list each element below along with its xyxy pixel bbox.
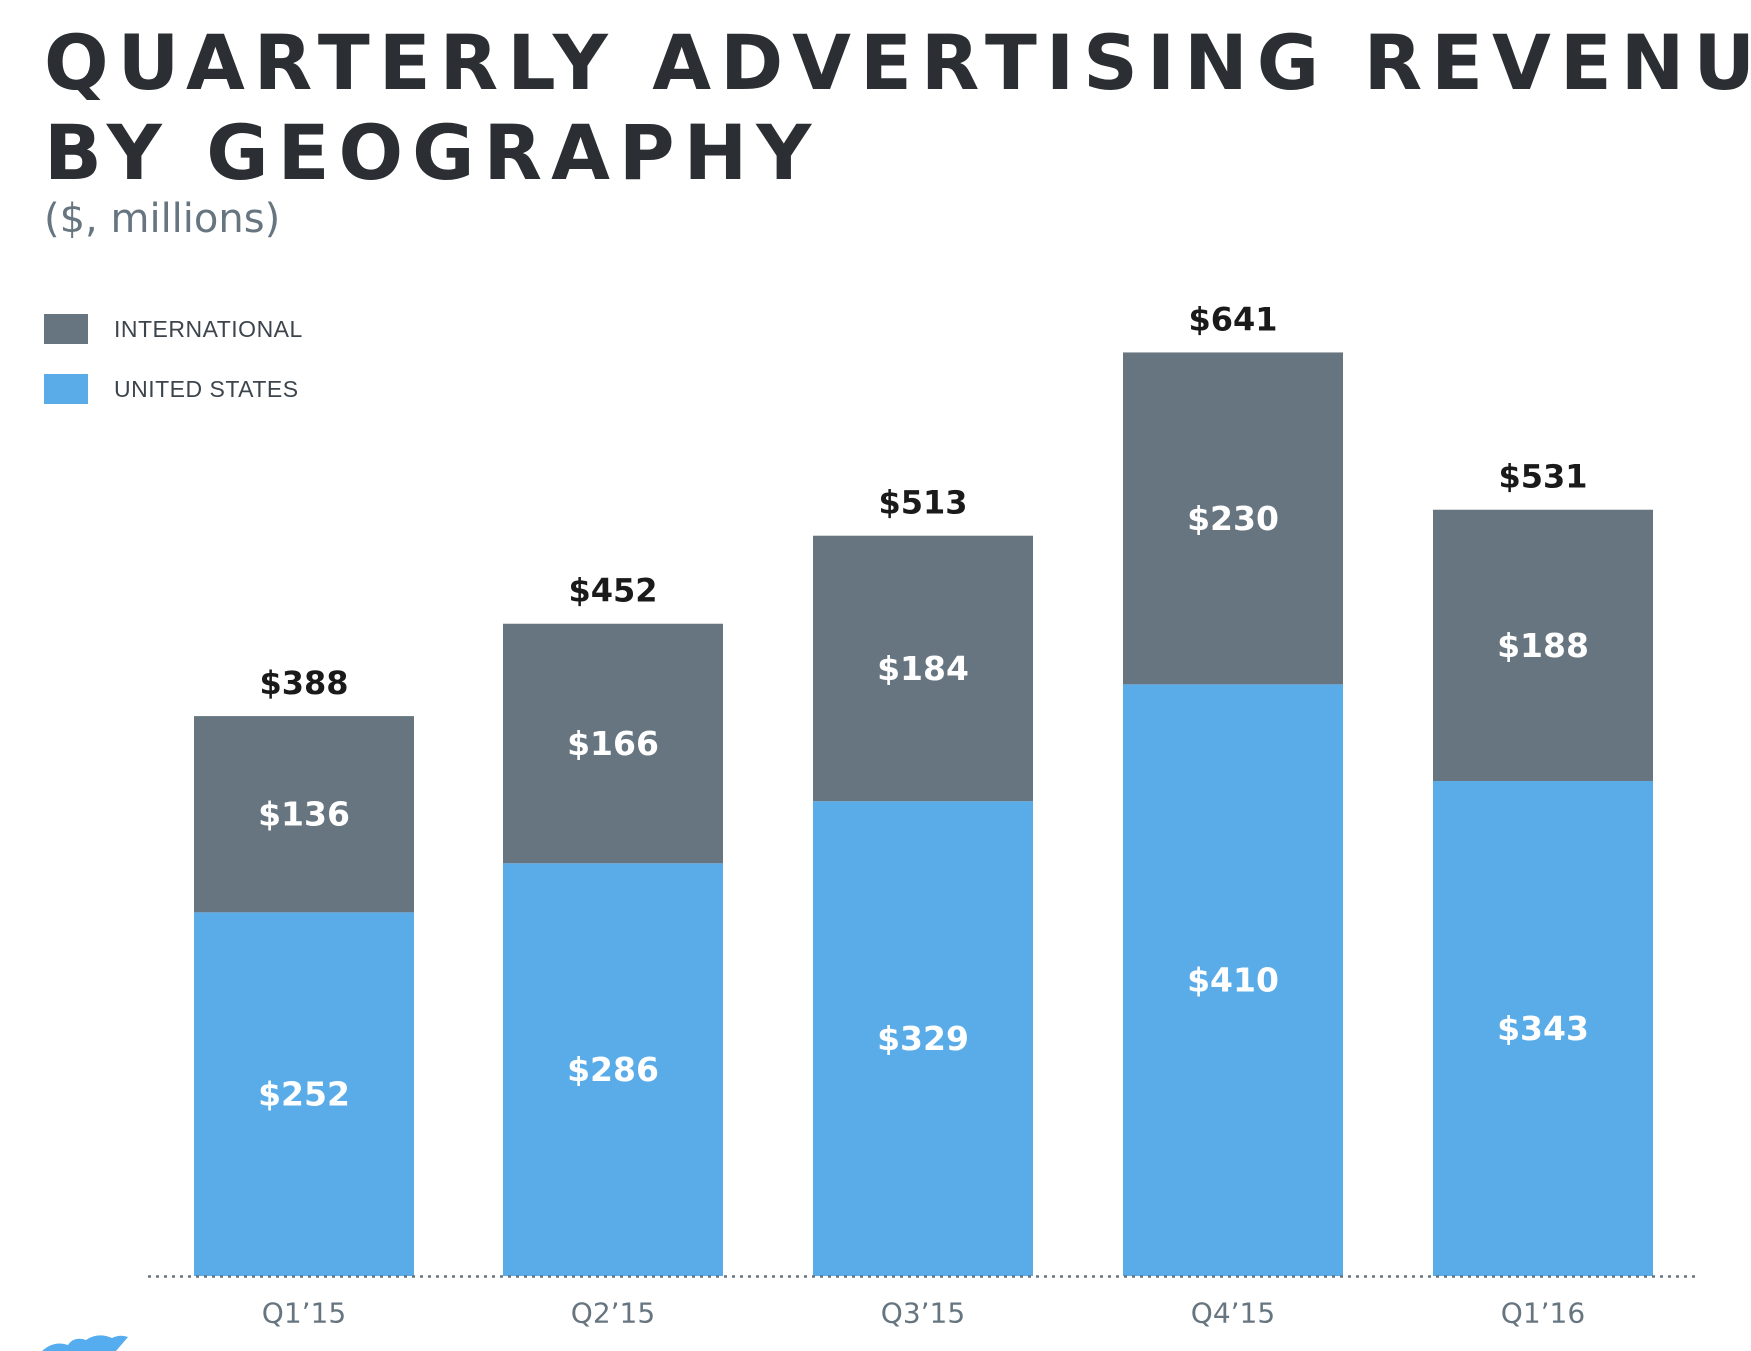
data-label-international-4: $230: [1187, 499, 1279, 538]
total-label-5: $531: [1498, 458, 1587, 496]
x-tick-label-4: Q4’15: [1191, 1297, 1275, 1330]
bar-international-4: [1123, 352, 1343, 685]
data-label-united-states-1: $252: [258, 1075, 350, 1114]
data-label-international-2: $166: [567, 724, 659, 763]
bar-international-1: [194, 716, 414, 913]
bar-united-states-4: [1123, 684, 1343, 1276]
bar-united-states-2: [503, 863, 723, 1276]
total-label-1: $388: [259, 664, 348, 702]
bar-international-2: [503, 623, 723, 864]
data-label-united-states-4: $410: [1187, 961, 1279, 1000]
chart-legend: INTERNATIONAL UNITED STATES: [44, 314, 303, 434]
chart-title: QUARTERLY ADVERTISING REVENUE BY GEOGRAP…: [44, 18, 1751, 198]
legend-label-international: INTERNATIONAL: [114, 315, 303, 342]
data-label-international-1: $136: [258, 795, 350, 834]
total-label-2: $452: [568, 572, 657, 610]
data-label-united-states-5: $343: [1497, 1009, 1589, 1048]
bar-united-states-5: [1433, 781, 1653, 1276]
bird-logo-icon: [42, 1335, 128, 1351]
legend-swatch-international: [44, 314, 88, 344]
x-tick-label-3: Q3’15: [881, 1297, 965, 1330]
data-label-united-states-3: $329: [877, 1019, 969, 1058]
title-line-1: QUARTERLY ADVERTISING REVENUE: [44, 18, 1751, 107]
total-label-3: $513: [878, 484, 967, 522]
bar-international-3: [813, 535, 1033, 802]
title-line-2: BY GEOGRAPHY: [44, 108, 821, 197]
legend-label-united-states: UNITED STATES: [114, 375, 299, 402]
x-tick-label-2: Q2’15: [571, 1297, 655, 1330]
bar-united-states-3: [813, 801, 1033, 1276]
x-tick-label-5: Q1’16: [1501, 1297, 1585, 1330]
legend-item-united-states: UNITED STATES: [44, 374, 303, 404]
bar-united-states-1: [194, 912, 414, 1276]
data-label-united-states-2: $286: [567, 1050, 659, 1089]
legend-swatch-united-states: [44, 374, 88, 404]
total-label-4: $641: [1188, 300, 1277, 338]
chart-subtitle: ($, millions): [44, 196, 281, 242]
data-label-international-3: $184: [877, 649, 969, 688]
legend-item-international: INTERNATIONAL: [44, 314, 303, 344]
bar-international-5: [1433, 509, 1653, 782]
data-label-international-5: $188: [1497, 626, 1589, 665]
x-tick-label-1: Q1’15: [262, 1297, 346, 1330]
